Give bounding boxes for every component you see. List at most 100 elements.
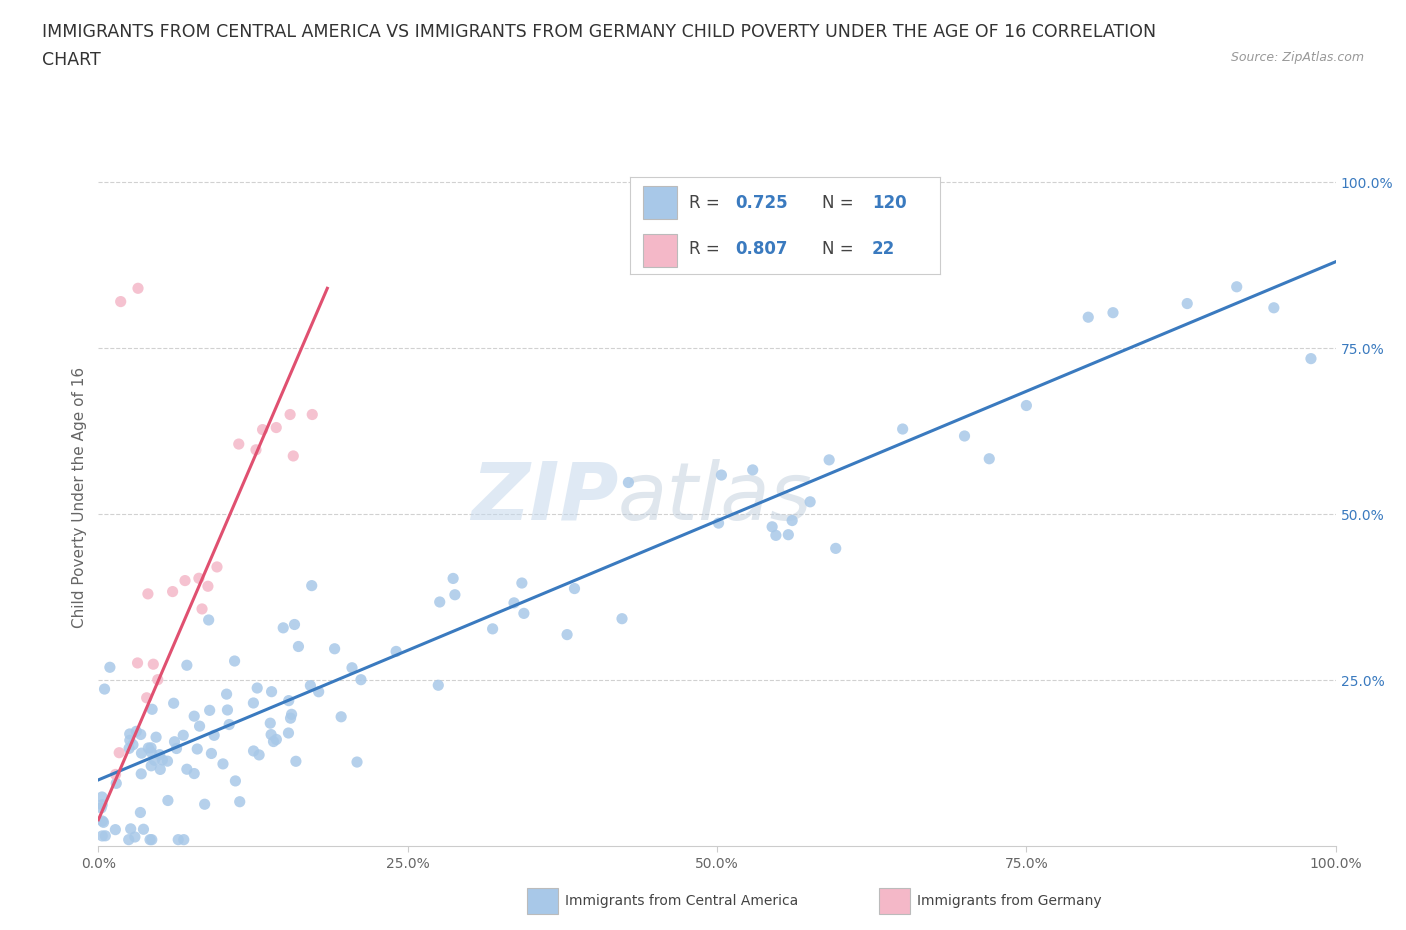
Point [610,611,633,626]
Point [229,794,252,809]
Point [284,754,307,769]
Point [280,711,302,725]
Text: IMMIGRANTS FROM CENTRAL AMERICA VS IMMIGRANTS FROM GERMANY CHILD POVERTY UNDER T: IMMIGRANTS FROM CENTRAL AMERICA VS IMMIG… [42,23,1156,41]
Point [242,696,264,711]
Point [259,716,281,731]
Point [118,726,141,741]
Point [264,420,287,435]
Point [142,657,165,671]
Point [212,756,235,771]
Point [481,621,503,636]
Point [707,515,730,530]
Point [224,654,246,669]
Point [176,762,198,777]
Point [555,627,578,642]
Point [104,767,127,782]
Point [778,527,800,542]
Point [149,762,172,777]
Point [149,747,172,762]
Point [245,443,267,458]
Point [228,436,250,451]
Point [141,758,163,773]
Point [136,587,159,602]
Point [277,725,299,740]
Point [152,752,174,767]
Text: R =: R = [689,241,720,259]
Point [141,702,163,717]
Text: 0.725: 0.725 [735,193,789,212]
Point [91,797,114,812]
Point [108,745,131,760]
Point [145,730,167,745]
Point [1077,310,1099,325]
Point [166,741,188,756]
Point [340,660,363,675]
Point [125,724,148,738]
Point [98,660,121,675]
Point [127,281,149,296]
Point [260,684,283,699]
Point [141,832,163,847]
Point [444,588,467,603]
Point [710,468,733,483]
Text: ZIP: ZIP [471,458,619,537]
Point [91,790,114,804]
Point [143,752,166,767]
Point [799,495,821,510]
Point [118,741,141,756]
Point [427,678,450,693]
Point [564,581,586,596]
Point [1175,296,1198,311]
Point [1015,398,1038,413]
Point [198,703,221,718]
Point [818,452,841,467]
Point [824,541,846,556]
Point [194,797,217,812]
Point [350,672,373,687]
Point [330,710,353,724]
Point [186,741,208,756]
Text: 120: 120 [872,193,907,212]
Point [91,814,114,829]
Point [299,678,322,693]
Point [280,707,302,722]
Text: Immigrants from Central America: Immigrants from Central America [565,894,799,909]
Point [1299,352,1322,366]
Text: R =: R = [689,193,720,212]
Point [287,639,309,654]
Point [215,686,238,701]
Point [110,294,132,309]
Point [91,829,114,844]
Point [138,740,160,755]
Point [197,613,219,628]
Point [283,448,305,463]
Point [891,421,914,436]
Point [156,753,179,768]
Point [301,407,323,422]
Point [94,829,117,844]
Point [135,690,157,705]
Point [172,728,194,743]
FancyBboxPatch shape [643,187,676,219]
Point [131,746,153,761]
Point [263,734,285,749]
Point [187,571,209,586]
Point [780,513,803,528]
Point [429,594,451,609]
Point [129,766,152,781]
Point [761,519,783,534]
Point [129,805,152,820]
Text: CHART: CHART [42,51,101,69]
Point [162,584,184,599]
Point [252,422,274,437]
Point [173,832,195,847]
Point [217,702,239,717]
Point [224,774,246,789]
Point [510,576,533,591]
Point [346,754,368,769]
Text: N =: N = [823,193,853,212]
Point [124,830,146,844]
Point [1263,300,1285,315]
Point [242,743,264,758]
Point [513,606,536,621]
